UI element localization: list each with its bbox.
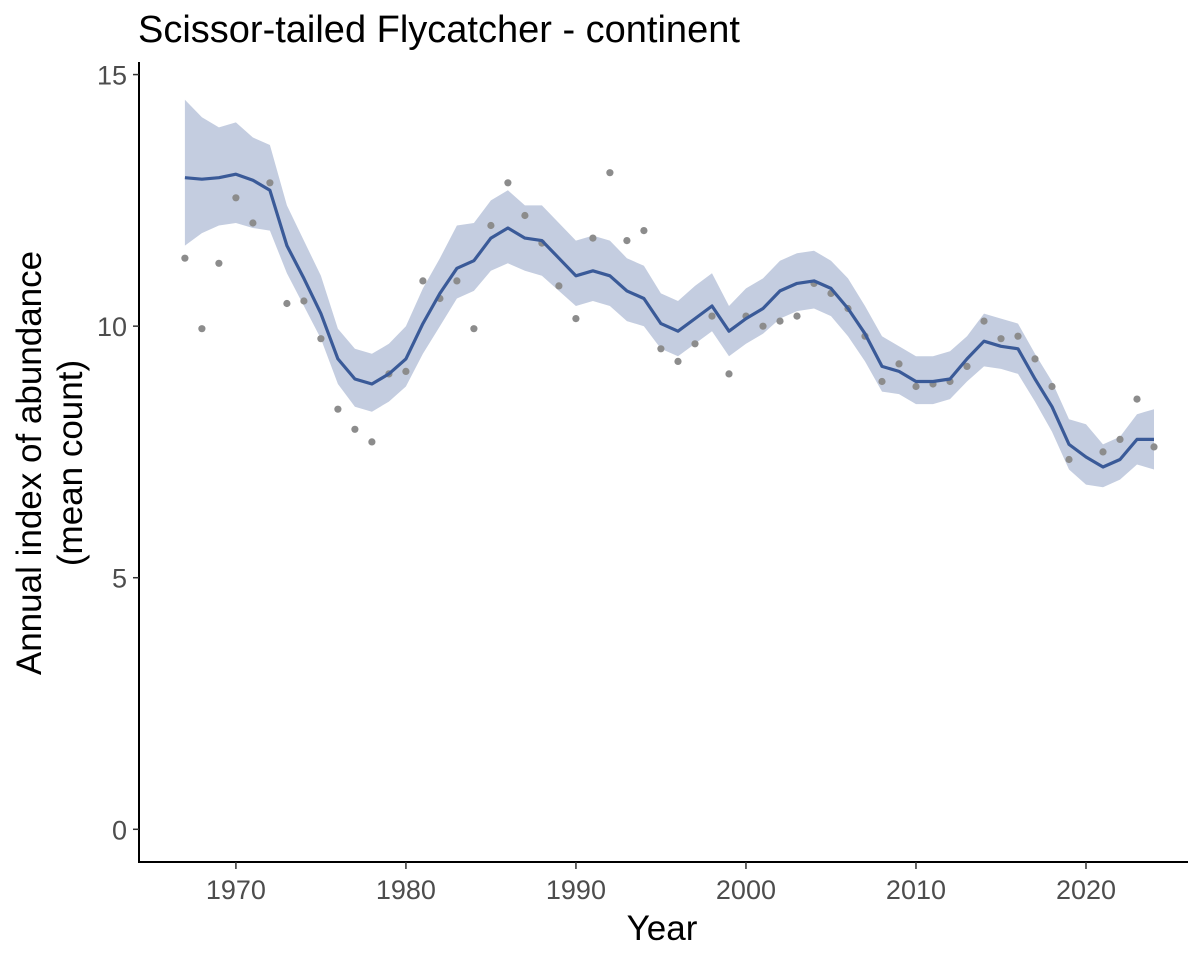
observed-point: [198, 325, 206, 333]
observed-point: [453, 277, 461, 285]
observed-point: [674, 357, 682, 365]
y-tick-label: 10: [97, 312, 127, 342]
observed-point: [1031, 355, 1039, 363]
observed-point: [572, 315, 580, 323]
observed-point: [878, 377, 886, 386]
trend-line: [184, 172, 1154, 469]
observed-point: [912, 382, 920, 391]
observed-point: [1133, 395, 1141, 403]
observed-point: [300, 297, 308, 305]
x-tick-label: 2010: [886, 875, 946, 905]
observed-point: [1065, 455, 1073, 464]
x-tick-label: 1980: [376, 875, 436, 905]
plot-area: [181, 99, 1158, 488]
x-tick-label: 1970: [206, 875, 266, 905]
observed-point: [776, 317, 784, 325]
observed-point: [1116, 435, 1124, 443]
y-tick-label: 15: [97, 61, 127, 91]
x-axis-ticks: 1970 1980 1990 2000 2010 2020: [206, 862, 1116, 905]
observed-point: [521, 211, 529, 220]
observed-point: [402, 367, 410, 375]
observed-point: [504, 179, 512, 187]
observed-point: [708, 312, 716, 320]
observed-point: [980, 317, 988, 325]
observed-point: [249, 219, 257, 227]
observed-point: [963, 362, 971, 370]
x-axis-title: Year: [627, 909, 698, 948]
observed-point: [606, 169, 614, 177]
observed-point: [997, 335, 1005, 343]
y-axis-title-line-1: Annual index of abundance: [10, 251, 49, 675]
observed-point: [232, 194, 240, 202]
chart-title: Scissor-tailed Flycatcher - continent: [138, 9, 740, 51]
observed-point: [283, 299, 291, 308]
observed-point: [317, 335, 325, 343]
observed-point: [589, 234, 597, 242]
observed-point: [470, 325, 478, 333]
observed-point: [725, 370, 733, 378]
observed-point: [487, 221, 495, 230]
observed-point: [623, 237, 631, 245]
x-tick-label: 1990: [546, 875, 606, 905]
y-axis-ticks: 0 5 10 15: [97, 61, 139, 845]
observed-point: [793, 312, 801, 320]
x-tick-label: 2000: [716, 875, 776, 905]
observed-point: [181, 254, 189, 262]
observed-point: [368, 438, 376, 446]
observed-point: [334, 405, 342, 413]
observed-point: [691, 340, 699, 348]
observed-point: [1099, 448, 1107, 456]
observed-point: [419, 277, 427, 285]
observed-point: [266, 179, 274, 187]
observed-point: [895, 360, 903, 368]
y-tick-label: 0: [112, 815, 127, 845]
observed-point: [759, 322, 767, 330]
x-tick-label: 2020: [1056, 875, 1116, 905]
y-tick-label: 5: [112, 564, 127, 594]
observed-point: [1048, 382, 1056, 391]
observed-point: [351, 425, 359, 433]
y-axis-title-line-2: (mean count): [51, 360, 90, 566]
observed-point: [657, 345, 665, 353]
confidence-ribbon: [184, 99, 1154, 488]
observed-points: [181, 169, 1158, 464]
observed-point: [555, 282, 563, 290]
observed-point: [1150, 443, 1158, 451]
observed-point: [640, 227, 648, 235]
observed-point: [215, 259, 223, 267]
observed-point: [1014, 332, 1022, 340]
